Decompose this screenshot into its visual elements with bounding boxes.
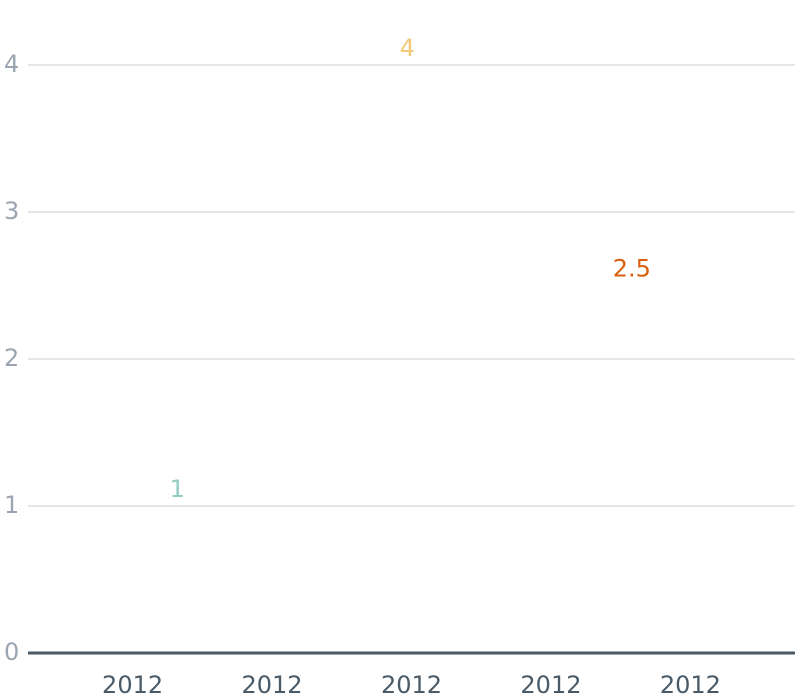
gridlines bbox=[28, 64, 795, 655]
x-tick-label-0: 2012 bbox=[102, 671, 163, 699]
x-axis-ticks: 2012 2012 2012 2012 2012 bbox=[102, 671, 721, 699]
x-tick-label-4: 2012 bbox=[660, 671, 721, 699]
y-tick-label-1: 1 bbox=[4, 491, 19, 519]
x-tick-label-2: 2012 bbox=[381, 671, 442, 699]
y-tick-label-3: 3 bbox=[4, 197, 19, 225]
y-axis-ticks: 0 1 2 3 4 bbox=[4, 50, 19, 666]
x-tick-label-1: 2012 bbox=[242, 671, 303, 699]
data-label-0: 1 bbox=[170, 475, 185, 503]
y-tick-label-4: 4 bbox=[4, 50, 19, 78]
y-tick-label-2: 2 bbox=[4, 344, 19, 372]
y-tick-label-0: 0 bbox=[4, 638, 19, 666]
x-tick-label-3: 2012 bbox=[520, 671, 581, 699]
data-label-2: 2.5 bbox=[613, 255, 651, 283]
data-label-1: 4 bbox=[400, 34, 415, 62]
data-labels: 142.5 bbox=[170, 34, 651, 503]
